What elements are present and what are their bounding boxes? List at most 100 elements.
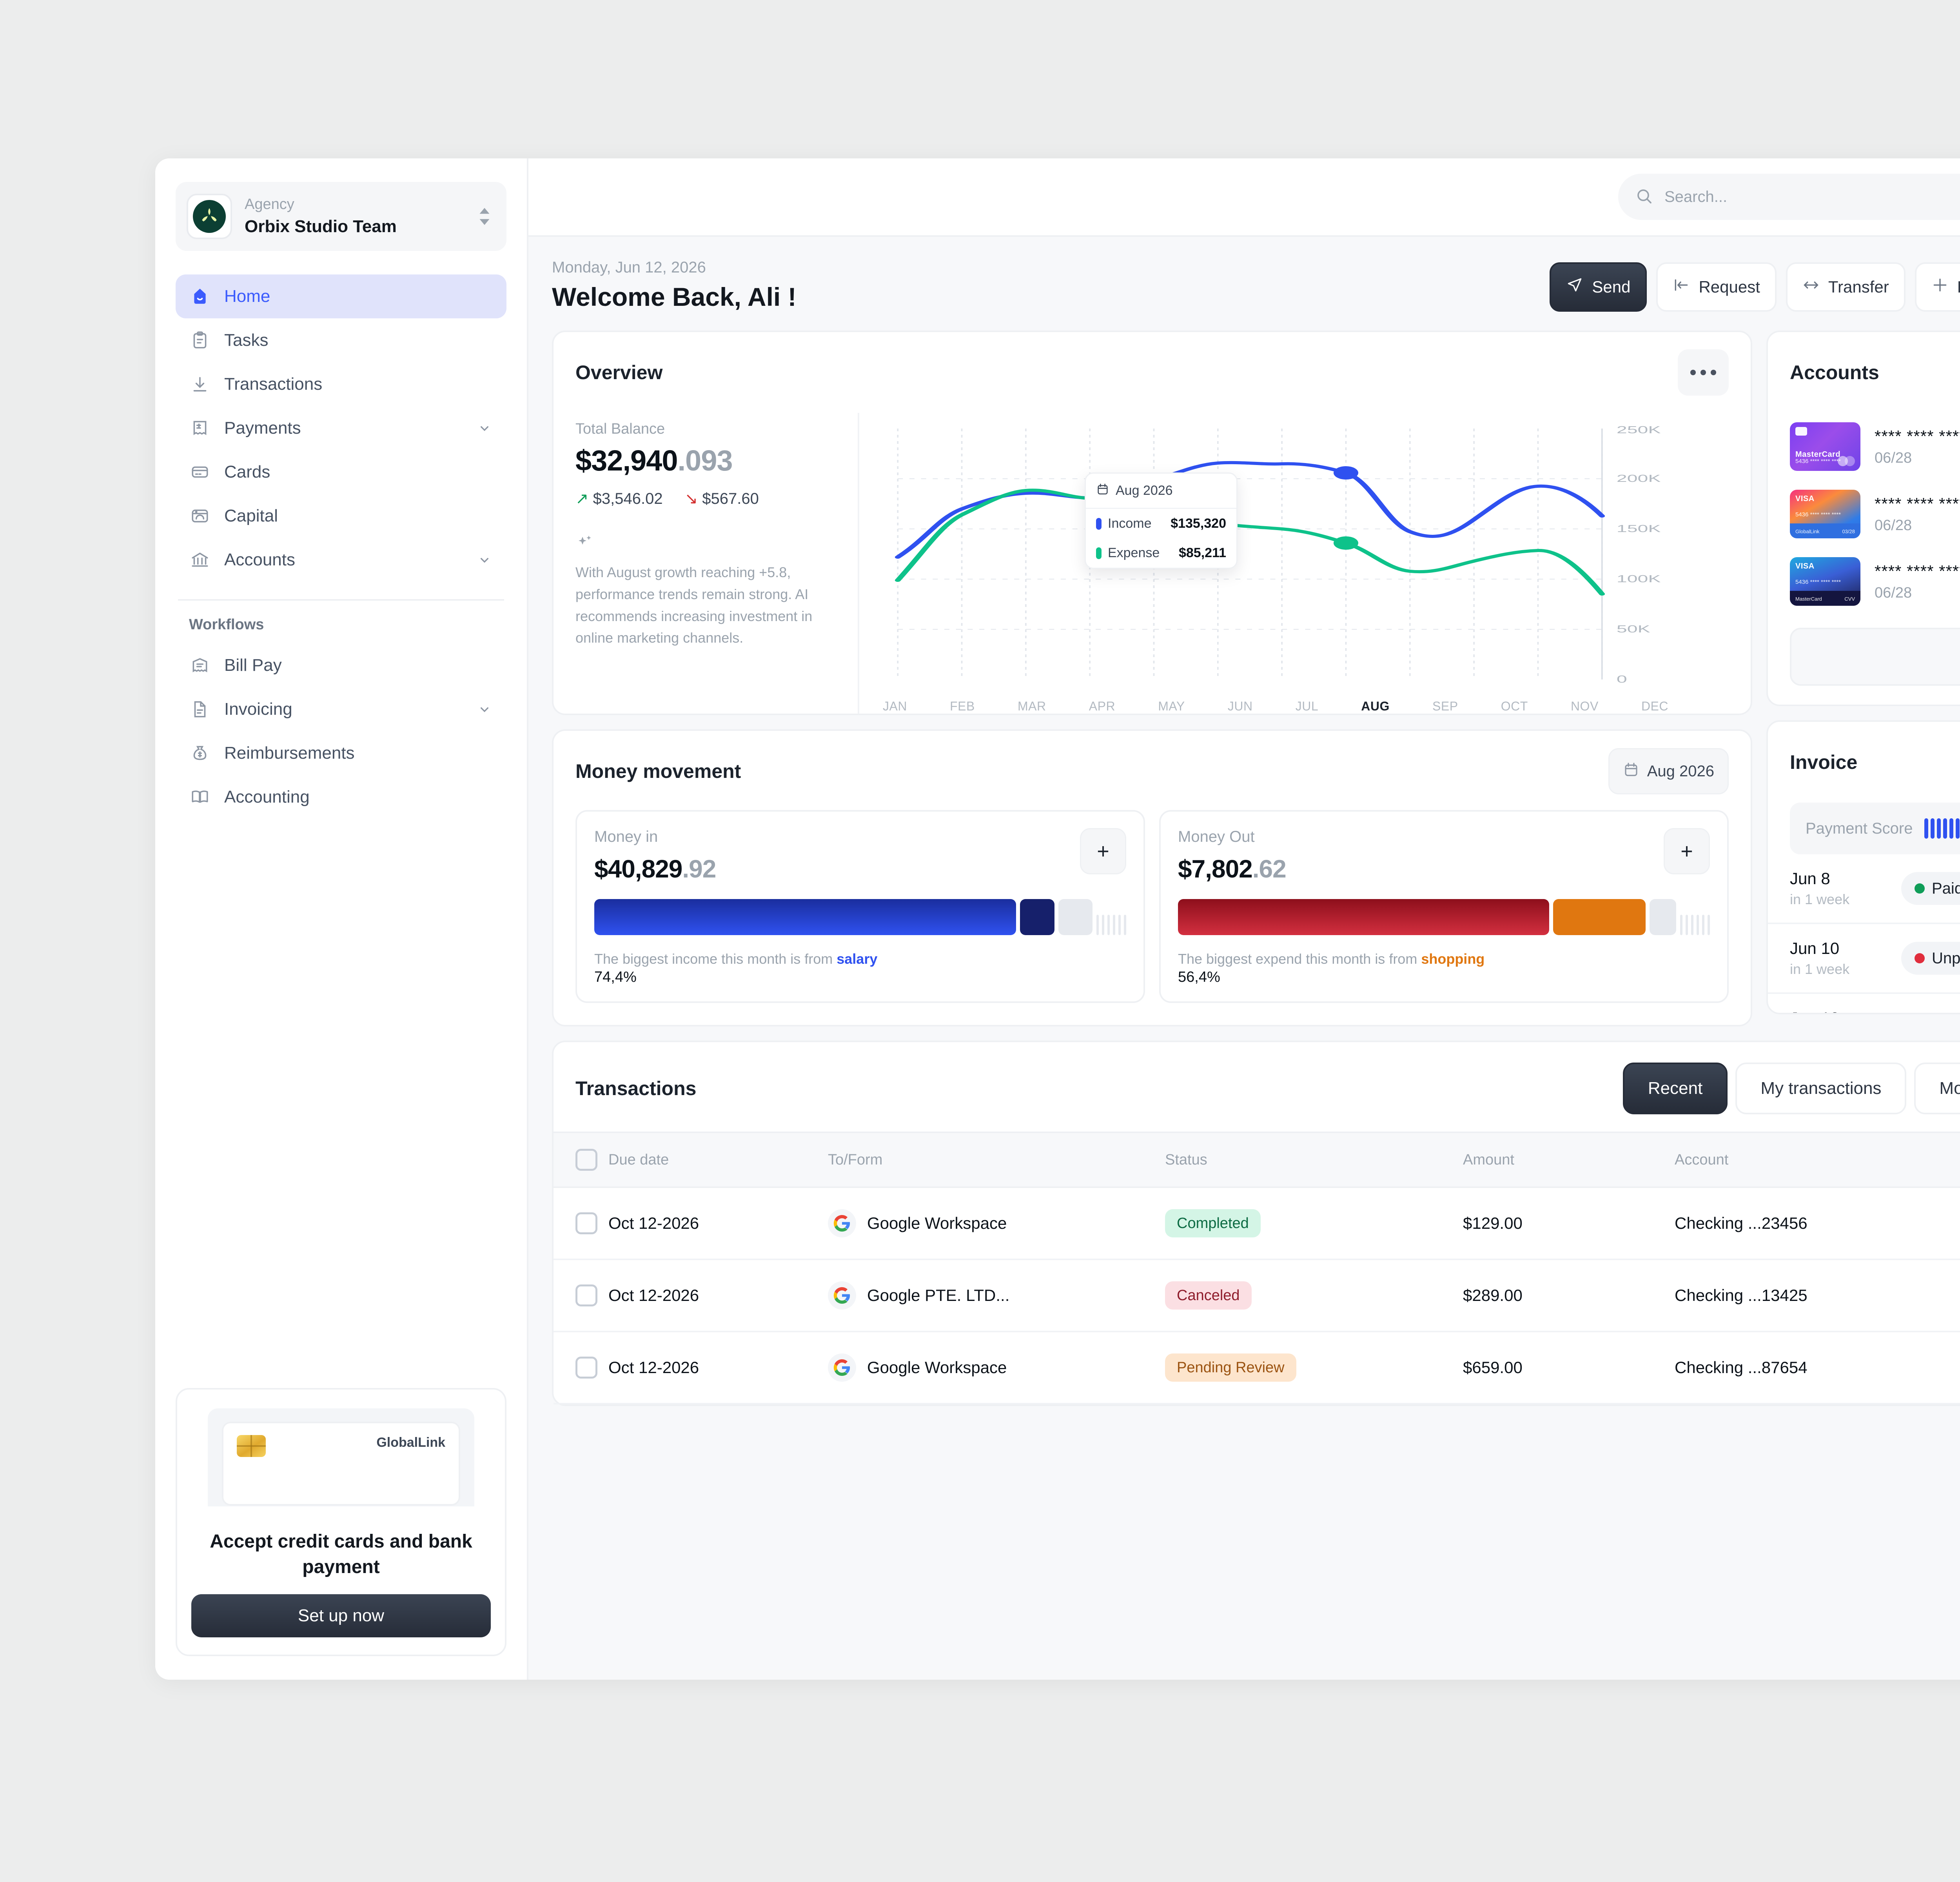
cell-account: Checking ...13425 (1675, 1259, 1960, 1333)
tab-monthly-money-in[interactable]: Monthly money in (1914, 1063, 1960, 1115)
main-area: Search... ⌘ K Monday, Jun 12, (528, 158, 1960, 1680)
chevron-down-icon[interactable] (476, 420, 493, 437)
row-select-cell (554, 1187, 608, 1261)
x-tick: JUN (1227, 699, 1253, 713)
request-button[interactable]: Request (1656, 262, 1777, 312)
cell-due-date: Oct 12-2026 (608, 1259, 828, 1333)
ai-insight-text: With August growth reaching +5.8, perfor… (575, 564, 813, 646)
send-icon (1566, 276, 1583, 298)
transactions-tabs: Recent My transactions Monthly money in … (1622, 1063, 1960, 1115)
sidebar-item-tasks[interactable]: Tasks (176, 318, 506, 362)
invoice-row[interactable]: Jun 8 in 1 week Paid Noah Williams $160.… (1768, 854, 1960, 924)
chevron-down-icon[interactable] (476, 701, 493, 718)
payment-score: Payment Score 80 (1790, 803, 1960, 854)
account-number: **** **** **** 9213 (1875, 427, 1960, 445)
row-select-cell (554, 1332, 608, 1405)
card-number: 5436 **** **** **** (1795, 511, 1841, 518)
calendar-icon (1623, 761, 1639, 781)
accounts-list: MasterCard 5436 **** **** **** **** ****… (1768, 396, 1960, 615)
cell-to-form: Google Workspace (828, 1332, 1165, 1405)
visa-card-thumbnail: VISA 5436 **** **** **** GlobalLink 03/28 (1790, 490, 1860, 538)
tab-my-transactions[interactable]: My transactions (1735, 1063, 1907, 1115)
org-logo (187, 194, 232, 239)
invoice-row[interactable]: Jun 10 in 1 week Unpaid Ava Thompson $16… (1768, 924, 1960, 994)
sidebar-item-label: Capital (224, 506, 278, 525)
sidebar-item-capital[interactable]: Capital (176, 494, 506, 538)
x-tick: APR (1089, 699, 1116, 713)
arrow-down-icon: ↘ (684, 490, 698, 507)
accounts-card: Accounts MasterCard 5436 **** **** **** (1766, 331, 1960, 706)
sidebar-item-transactions[interactable]: Transactions (176, 362, 506, 406)
deposit-button[interactable]: Deposit (1915, 262, 1960, 312)
bar-ticks (1680, 899, 1710, 935)
row-select-cell (554, 1259, 608, 1333)
current-date: Monday, Jun 12, 2026 (552, 259, 706, 276)
add-money-in-button[interactable]: + (1080, 828, 1126, 874)
sidebar-item-accounts[interactable]: Accounts (176, 538, 506, 582)
sidebar-item-bill-pay[interactable]: Bill Pay (176, 643, 506, 687)
sidebar-item-cards[interactable]: Cards (176, 450, 506, 494)
google-icon (828, 1353, 856, 1382)
select-all-checkbox[interactable] (575, 1149, 597, 1171)
bar-segment-rest (1650, 899, 1676, 935)
search-input[interactable]: Search... ⌘ K (1618, 174, 1960, 220)
google-icon (828, 1209, 856, 1238)
delta-up-value: $3,546.02 (593, 490, 663, 507)
total-balance-value: $32,940.093 (575, 444, 842, 477)
add-money-out-button[interactable]: + (1664, 828, 1710, 874)
overview-more-button[interactable] (1678, 349, 1729, 396)
money-movement-title: Money movement (575, 760, 741, 782)
select-all-header (554, 1132, 608, 1188)
chart-tooltip: Aug 2026 Income $135,320 (1085, 472, 1238, 569)
row-checkbox[interactable] (575, 1357, 597, 1379)
book-icon (189, 786, 211, 808)
sidebar-item-label: Cards (224, 462, 270, 481)
sidebar-item-payments[interactable]: Payments (176, 406, 506, 450)
sidebar-item-invoicing[interactable]: Invoicing (176, 687, 506, 731)
money-movement-period-picker[interactable]: Aug 2026 (1608, 748, 1729, 794)
money-out-bar (1178, 899, 1710, 935)
sidebar-item-home[interactable]: Home (176, 274, 506, 318)
card-band-label: GlobalLink (1795, 529, 1820, 534)
cell-due-date: Oct 12-2026 (608, 1332, 828, 1405)
money-movement-period: Aug 2026 (1647, 762, 1714, 780)
cell-to-form-label: Google PTE. LTD... (867, 1286, 1010, 1305)
x-tick: DEC (1641, 699, 1668, 713)
send-button[interactable]: Send (1550, 262, 1647, 312)
card-band-cvv: CVV (1844, 596, 1855, 602)
status-dot (1915, 953, 1925, 963)
tooltip-expense-row: Expense $85,211 (1086, 538, 1236, 568)
account-row[interactable]: MasterCard 5436 **** **** **** **** ****… (1790, 413, 1960, 480)
setup-now-button[interactable]: Set up now (191, 1594, 491, 1637)
table-row[interactable]: Oct 12-2026 Google Workspace Pending Rev… (554, 1332, 1960, 1405)
account-row[interactable]: VISA 5436 **** **** **** GlobalLink 03/28… (1790, 480, 1960, 548)
download-icon (189, 373, 211, 395)
transfer-button[interactable]: Transfer (1786, 262, 1906, 312)
money-in-note-prefix: The biggest income this month is from (594, 951, 837, 967)
table-row[interactable]: Oct 12-2026 Google Workspace Completed (554, 1187, 1960, 1261)
status-badge: Completed (1165, 1209, 1261, 1238)
invoice-row[interactable]: Jun 12 (1768, 994, 1960, 1013)
tab-recent[interactable]: Recent (1622, 1063, 1728, 1115)
create-account-button[interactable]: Create account (1790, 628, 1960, 686)
promo-card-illustration: GlobalLink (191, 1404, 491, 1521)
payment-score-label: Payment Score (1806, 819, 1913, 837)
chevron-down-icon[interactable] (476, 551, 493, 569)
sidebar-item-reimbursements[interactable]: Reimbursements (176, 731, 506, 775)
expense-color-dot (1096, 547, 1102, 559)
tooltip-income-row: Income $135,320 (1086, 509, 1236, 538)
org-name: Orbix Studio Team (245, 217, 397, 236)
sidebar-item-label: Accounting (224, 787, 310, 807)
table-row[interactable]: Oct 12-2026 Google PTE. LTD... Canceled (554, 1259, 1960, 1333)
account-row[interactable]: VISA 5436 **** **** **** MasterCard CVV *… (1790, 548, 1960, 615)
status-dot (1915, 883, 1925, 894)
bill-icon (189, 654, 211, 676)
document-icon (189, 698, 211, 720)
row-checkbox[interactable] (575, 1212, 597, 1235)
money-out-amount: $7,802.62 (1178, 854, 1287, 883)
org-switcher[interactable]: Agency Orbix Studio Team (176, 182, 506, 251)
money-out-main: $7,802 (1178, 855, 1253, 883)
cell-amount: $659.00 (1463, 1332, 1675, 1405)
sidebar-item-accounting[interactable]: Accounting (176, 775, 506, 819)
row-checkbox[interactable] (575, 1284, 597, 1307)
